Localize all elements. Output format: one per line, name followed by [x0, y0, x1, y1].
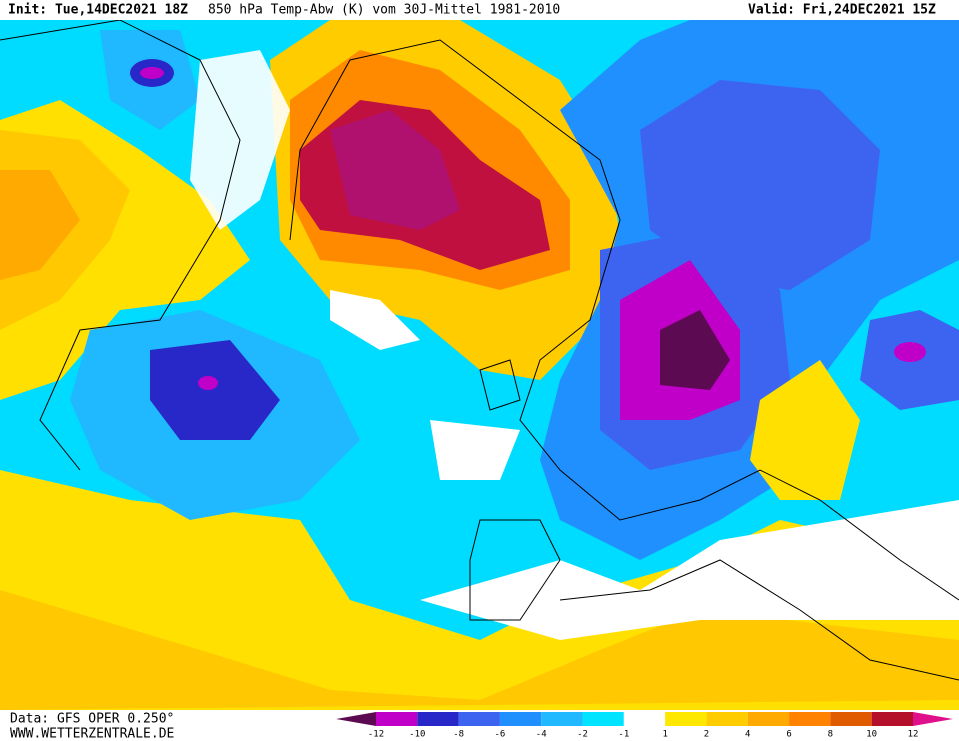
colorbar-segment [417, 712, 459, 726]
colorbar-label: -1 [618, 730, 629, 740]
colorbar-label: -6 [495, 730, 506, 740]
colorbar-label: 12 [908, 730, 919, 740]
colorbar-segment [376, 712, 418, 726]
colorbar-segment [747, 712, 790, 726]
colorbar-segment [623, 712, 666, 726]
colorbar-segment [458, 712, 500, 726]
colorbar: -12 -10 -8 -6 -4 -2 -1 1 2 4 6 8 10 12 [336, 712, 953, 740]
colorbar-segment [541, 712, 583, 726]
colorbar-label: 10 [866, 730, 877, 740]
data-source: Data: GFS OPER 0.250° [10, 712, 174, 727]
colorbar-label: 6 [786, 730, 791, 740]
colorbar-segment [789, 712, 831, 726]
colorbar-label: -10 [409, 730, 425, 740]
colorbar-label: 1 [662, 730, 667, 740]
colorbar-label: 8 [828, 730, 833, 740]
colorbar-segment [830, 712, 872, 726]
map-title: 850 hPa Temp-Abw (K) vom 30J-Mittel 1981… [208, 3, 560, 18]
map [0, 0, 959, 710]
colorbar-arrow [336, 712, 376, 726]
site-url: WWW.WETTERZENTRALE.DE [10, 727, 174, 741]
colorbar-segment [706, 712, 748, 726]
colorbar-label: 4 [745, 730, 750, 740]
init-time: Init: Tue,14DEC2021 18Z [8, 3, 188, 18]
colorbar-segment [871, 712, 913, 726]
colorbar-label: -8 [453, 730, 464, 740]
colorbar-segment [499, 712, 542, 726]
colorbar-label: 2 [704, 730, 709, 740]
colorbar-arrow [913, 712, 953, 726]
colorbar-segment [665, 712, 707, 726]
colorbar-label: -4 [536, 730, 547, 740]
colorbar-segment [582, 712, 624, 726]
header-band [0, 0, 959, 20]
colorbar-label: -12 [368, 730, 384, 740]
valid-time: Valid: Fri,24DEC2021 15Z [748, 3, 936, 18]
colorbar-label: -2 [577, 730, 588, 740]
